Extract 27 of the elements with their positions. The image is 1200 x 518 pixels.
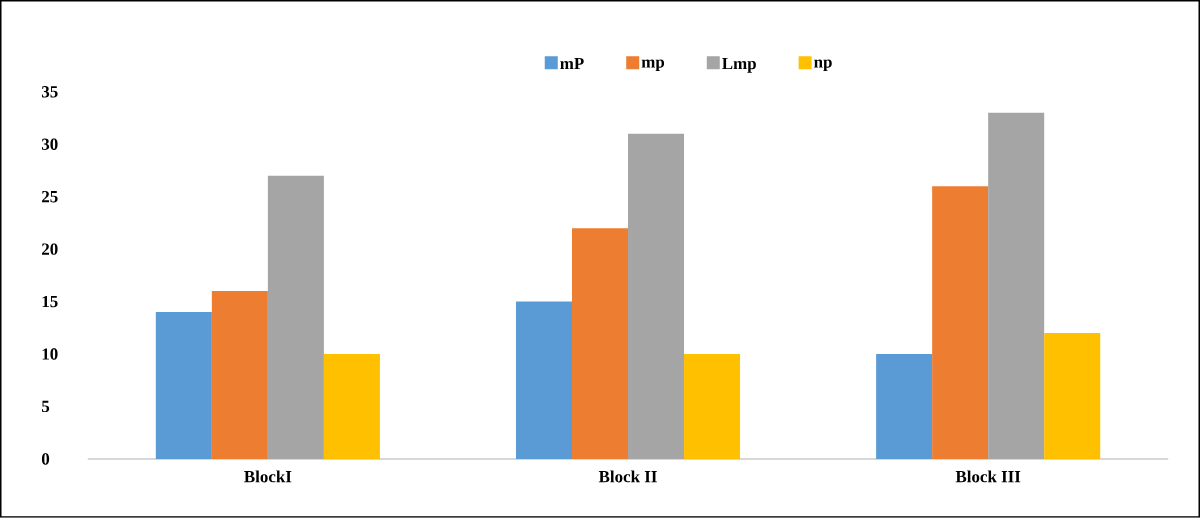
legend-label: np	[814, 59, 832, 72]
bar	[515, 301, 572, 460]
y-tick-label: 20	[42, 243, 58, 255]
y-tick-label: 15	[42, 296, 58, 308]
x-tick-label: Block III	[955, 470, 1021, 483]
y-tick-label: 10	[42, 348, 58, 360]
bar	[1044, 333, 1101, 460]
bar	[571, 228, 629, 460]
y-tick-label: 35	[41, 86, 58, 98]
bar	[323, 354, 380, 460]
y-tick-label: 5	[41, 400, 50, 413]
bar	[876, 354, 933, 460]
bar	[684, 354, 741, 460]
bar	[932, 186, 989, 460]
bar	[267, 175, 324, 460]
bar	[628, 133, 685, 460]
x-tick-label: BlockI	[244, 470, 292, 483]
bar	[211, 291, 268, 460]
y-tick-label: 0	[41, 453, 50, 465]
y-tick-label: 30	[41, 138, 58, 151]
bar	[155, 312, 212, 460]
x-tick-label: Block II	[598, 470, 657, 483]
bar	[988, 112, 1045, 460]
legend-label: mP	[560, 58, 584, 70]
legend-label: Lmp	[722, 58, 756, 73]
legend-label: mp	[641, 59, 665, 72]
y-tick-label: 25	[42, 191, 58, 203]
